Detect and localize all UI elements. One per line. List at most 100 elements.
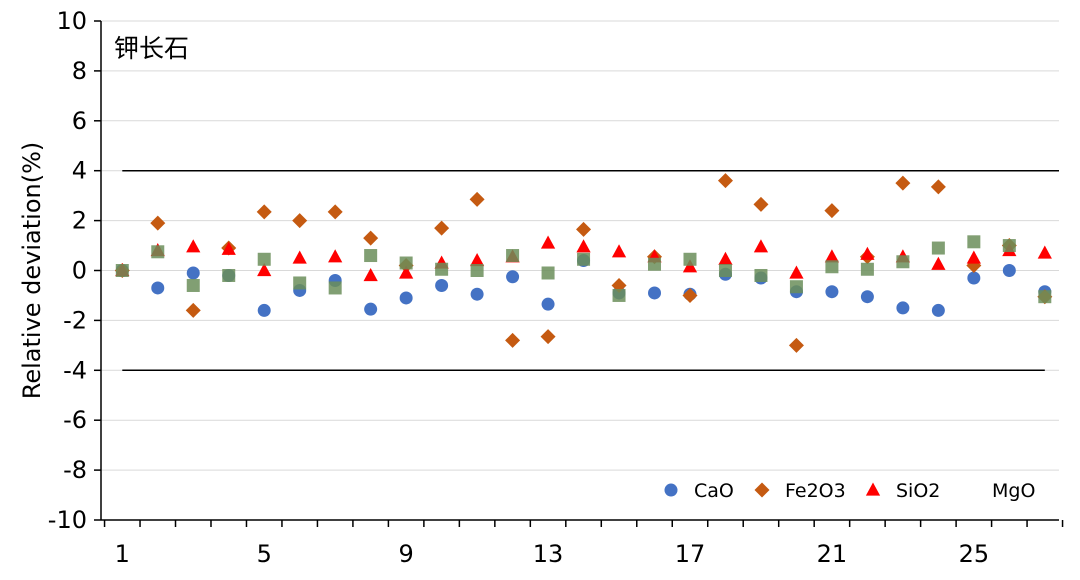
point-mgo xyxy=(293,276,307,290)
point-mgo xyxy=(967,235,981,249)
point-fe2o3 xyxy=(540,329,556,345)
point-sio2 xyxy=(931,256,946,270)
point-fe2o3 xyxy=(185,302,201,318)
x-tick-label: 25 xyxy=(959,540,990,568)
point-cao xyxy=(506,270,520,284)
point-sio2 xyxy=(860,246,875,260)
point-mgo xyxy=(860,262,874,276)
point-cao xyxy=(896,301,910,315)
point-sio2 xyxy=(363,267,378,282)
point-mgo xyxy=(1002,239,1016,253)
point-fe2o3 xyxy=(824,203,840,219)
chart-title: 钾长石 xyxy=(114,34,189,63)
labels: 10 8 6 4 2 0 -2 -4 -6 -8 -10 1 5 9 13 17 21 25 Relative de… xyxy=(18,7,989,568)
point-fe2o3 xyxy=(434,220,450,236)
point-fe2o3 xyxy=(327,204,343,220)
point-mgo xyxy=(151,245,165,259)
y-tick-label: -2 xyxy=(63,306,87,334)
point-mgo xyxy=(364,249,378,263)
point-cao xyxy=(931,303,945,317)
point-mgo xyxy=(435,262,449,276)
point-fe2o3 xyxy=(895,175,911,191)
point-sio2 xyxy=(611,244,627,258)
point-cao xyxy=(364,302,378,316)
point-mgo xyxy=(931,241,945,255)
point-cao xyxy=(435,278,449,292)
axes xyxy=(94,20,1064,527)
point-cao xyxy=(1002,264,1016,277)
point-cao xyxy=(399,291,413,305)
legend-label-mgo: MgO xyxy=(992,480,1035,502)
legend-label-sio2: SiO2 xyxy=(896,480,940,502)
point-sio2 xyxy=(328,249,343,263)
point-fe2o3 xyxy=(576,221,592,237)
point-mgo xyxy=(718,264,732,277)
point-sio2 xyxy=(753,239,769,253)
point-sio2 xyxy=(789,265,804,279)
point-sio2 xyxy=(186,239,201,253)
point-sio2 xyxy=(576,239,591,253)
data-points xyxy=(114,173,1053,353)
y-tick-label: 8 xyxy=(72,57,87,85)
point-sio2 xyxy=(399,265,414,279)
point-mgo xyxy=(222,268,236,282)
point-cao xyxy=(541,297,555,311)
point-cao xyxy=(648,286,662,300)
point-mgo xyxy=(577,252,591,266)
x-tick-label: 13 xyxy=(533,540,564,568)
point-sio2 xyxy=(682,259,698,273)
point-cao xyxy=(151,281,165,295)
legend-marker-sio2 xyxy=(865,482,881,496)
point-mgo xyxy=(506,249,520,263)
y-tick-label: -8 xyxy=(63,456,87,484)
point-mgo xyxy=(612,288,626,302)
point-mgo xyxy=(896,255,910,269)
point-fe2o3 xyxy=(505,332,521,348)
point-mgo xyxy=(683,252,697,266)
point-fe2o3 xyxy=(150,215,166,231)
point-mgo xyxy=(825,260,839,274)
x-tick-label: 5 xyxy=(257,540,272,568)
legend-marker-fe2o3 xyxy=(754,482,770,498)
point-cao xyxy=(470,287,484,301)
point-mgo xyxy=(648,257,662,271)
point-fe2o3 xyxy=(788,337,804,353)
legend: CaO Fe2O3 SiO2 MgO xyxy=(664,480,1035,502)
y-axis-title: Relative deviation(%) xyxy=(18,142,46,400)
point-fe2o3 xyxy=(256,204,272,220)
point-cao xyxy=(186,266,200,280)
x-tick-label: 9 xyxy=(399,540,414,568)
point-cao xyxy=(967,271,981,285)
point-sio2 xyxy=(966,250,981,264)
point-mgo xyxy=(789,280,803,294)
point-mgo xyxy=(541,266,555,280)
point-fe2o3 xyxy=(363,230,379,246)
gridlines xyxy=(101,20,1059,471)
point-mgo xyxy=(399,256,413,270)
point-fe2o3 xyxy=(717,173,733,189)
y-tick-label: -6 xyxy=(63,406,87,434)
x-tick-label: 17 xyxy=(675,540,706,568)
point-sio2 xyxy=(469,253,485,267)
y-tick-label: 0 xyxy=(72,257,87,285)
legend-label-cao: CaO xyxy=(694,480,734,502)
point-fe2o3 xyxy=(930,179,946,195)
x-tick-label: 21 xyxy=(817,540,848,568)
point-sio2 xyxy=(292,250,307,264)
point-mgo xyxy=(754,268,768,282)
point-fe2o3 xyxy=(682,287,698,303)
point-cao xyxy=(257,303,271,317)
point-mgo xyxy=(257,252,271,266)
point-mgo xyxy=(328,281,342,295)
point-sio2 xyxy=(221,241,236,255)
point-sio2 xyxy=(824,249,840,263)
point-sio2 xyxy=(1037,245,1052,259)
y-tick-label: -4 xyxy=(63,356,87,384)
point-fe2o3 xyxy=(292,213,308,229)
point-fe2o3 xyxy=(753,196,769,212)
point-sio2 xyxy=(540,235,556,249)
legend-marker-cao xyxy=(664,483,678,497)
x-tick-label: 1 xyxy=(115,540,130,568)
